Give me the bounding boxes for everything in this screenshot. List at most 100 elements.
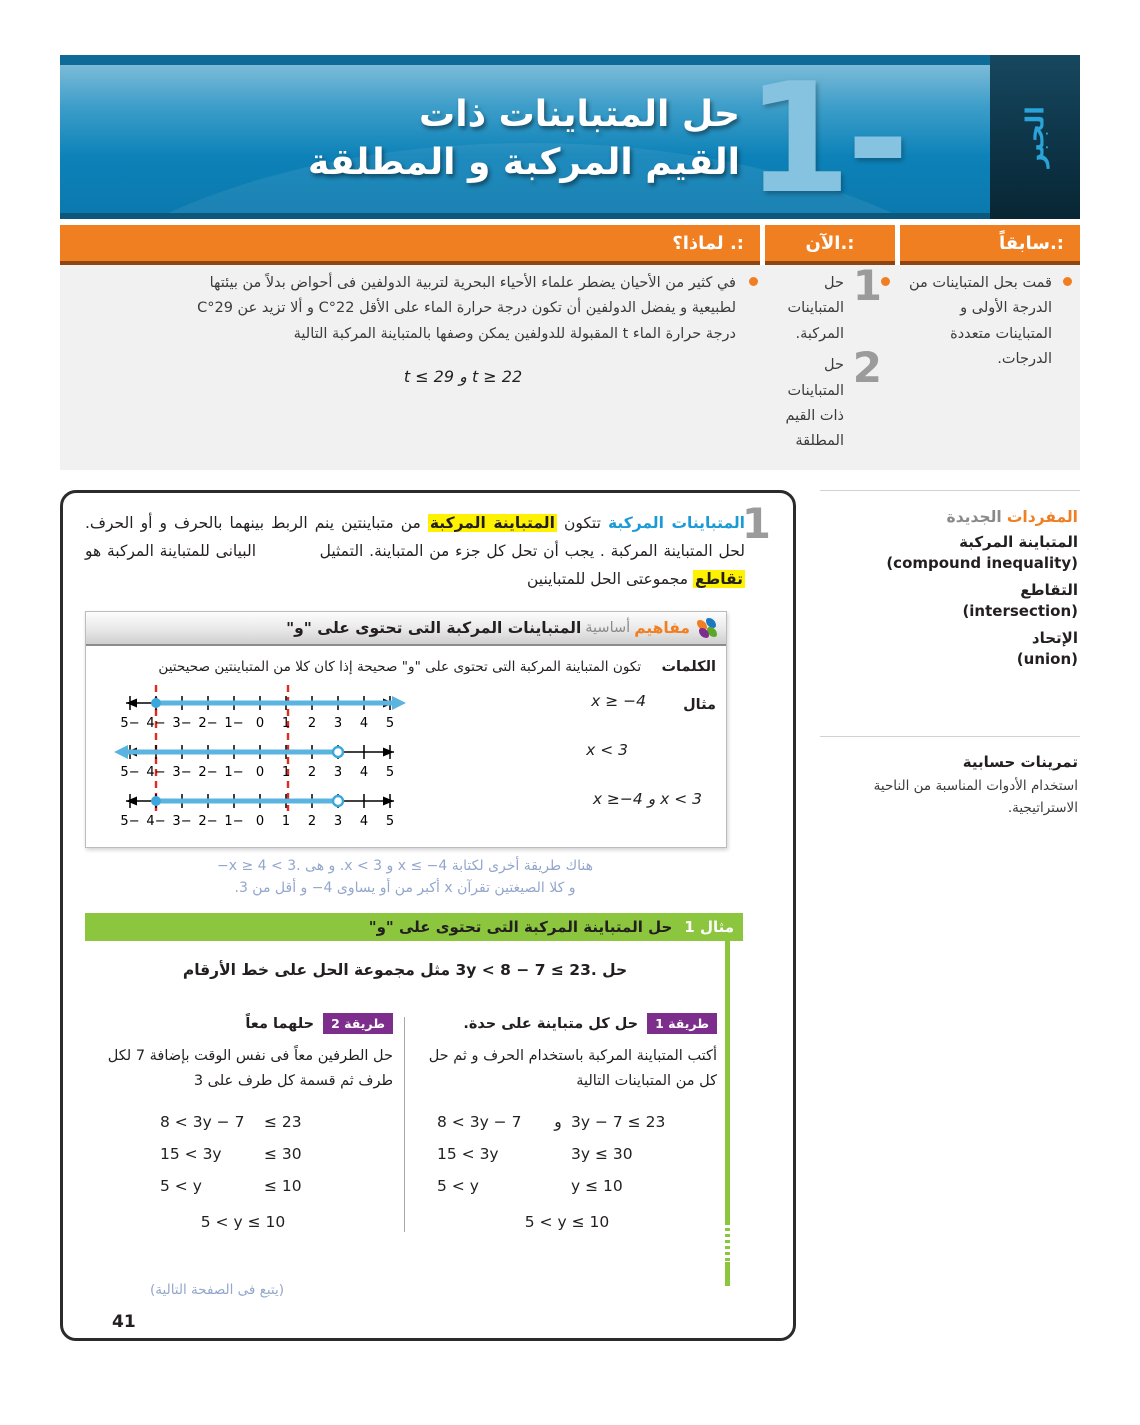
header-banner: 1-6 حل المتباينات ذات القيم المركبة و ال… [60,65,990,213]
m1-r3-right: y ≤ 10 [571,1176,623,1195]
vocab-term-2-ar: التقاطع [1020,581,1078,599]
m1-r2-join [545,1139,571,1171]
m1-r2-left: 15 < 3y [437,1145,499,1164]
method-2-text: حل الطرفين معاً فى نفس الوقت بإضافة 7 لك… [107,1048,393,1089]
bullet-previously [1063,277,1072,286]
sidebar-gap [820,670,1080,736]
svg-text:−2: −2 [198,765,217,780]
method-2-badge: طريقة 2 [323,1013,393,1034]
svg-text:3: 3 [334,765,342,780]
intro-text-d: البيانى للمتباينة المركبة هو [85,542,256,561]
subject-tab-label: الجبر [1020,106,1050,168]
sidebar-rule-top [820,490,1080,491]
column-now: 1 حل المتباينات المركبة. 2 حل المتباينات… [765,265,890,461]
lesson-number: 1-6 [745,65,910,213]
method-1: طريقة 1 حل كل متباينة على حدة. أكتب المت… [417,1013,717,1238]
method-1-row-3: 5 < y y ≤ 10 [417,1171,717,1203]
method-1-row-1: 8 < 3y − 7 و 3y − 7 ≤ 23 [417,1107,717,1139]
previously-text: قمت بحل المتباينات من الدرجة الأولى و ال… [908,275,1052,368]
objective-1-text: حل المتباينات المركبة. [787,275,844,342]
example-body: حل .23 ≥ 7 − 3y < 8 مثل مجموعة الحل على … [85,941,730,1286]
svg-text:4: 4 [360,814,368,829]
strip-separator-1 [895,225,900,261]
method-2-title: حلهما معاً [245,1015,315,1032]
strip-cell-now: :.الآن [765,225,895,265]
intro-keyword-blue: المتباينات المركبة [608,514,745,532]
svg-text:1: 1 [282,765,290,780]
strip-label-why: :. لماذا؟ [672,232,744,254]
method-2-header: طريقة 2 حلهما معاً [93,1013,393,1034]
tip-text: استخدام الأدوات المناسبة من الناحية الاس… [873,778,1078,817]
lesson-panel: 1 المتباينات المركبة تتكون المتباينة الم… [60,490,796,1341]
objective-1-number: 1 [852,261,882,310]
vocabulary-section: المفردات الجديدة المتباينة المركبة (comp… [820,491,1080,670]
intro-highlight-1: المتباينة المركبة [427,514,557,532]
intro-text-b: من متباينتين ينم الربط بينهما بالحرف و أ… [85,514,745,561]
lesson-header: 1-6 حل المتباينات ذات القيم المركبة و ال… [60,55,1080,225]
blue-note: هناك طريقة أخرى لكتابة 4− ≥ x و x < 3. و… [85,855,725,900]
m1-r1-right: 3y − 7 ≤ 23 [571,1113,666,1132]
m1-r2-right: 3y ≤ 30 [571,1145,633,1164]
vocab-term-1-ar: المتباينة المركبة [959,533,1078,551]
concepts-word-3: المتباينات المركبة التى تحتوى على "و" [286,619,582,637]
method-2-row-3: 5 < y ≤ 10 [93,1171,393,1203]
strip-cell-why: :. لماذا؟ [60,225,760,265]
header-bottom-rule [60,213,990,219]
why-equation: t ≤ 29 و t ≥ 22 [403,367,523,387]
svg-text:−2: −2 [198,814,217,829]
svg-text:0: 0 [256,716,264,731]
svg-text:−4: −4 [146,814,165,829]
m1-r1-left: 8 < 3y − 7 [437,1113,522,1132]
svg-text:−2: −2 [198,716,217,731]
svg-text:−1: −1 [224,765,243,780]
number-lines-group: −5 −4 −3 −2 −1 0 1 2 3 4 5 [96,683,716,833]
svg-text:−3: −3 [172,765,191,780]
intro-highlight-2: تقاطع [693,570,745,589]
bullet-now [881,277,890,286]
svg-text:3: 3 [334,716,342,731]
svg-text:5: 5 [386,716,394,731]
objectives-region: قمت بحل المتباينات من الدرجة الأولى و ال… [60,265,1080,470]
method-1-text: أكتب المتباينة المركبة باستخدام الحرف و … [428,1048,717,1089]
example-dotted-continuation [725,1222,730,1262]
key-concepts-header: مفاهيم أساسية المتباينات المركبة التى تح… [86,612,726,646]
intro-text-a: تتكون [563,514,601,532]
objective-1: 1 حل المتباينات المركبة. [765,265,890,347]
m2-r2-left: 15 < 3y [160,1145,222,1164]
lesson-title-line-2: القيم المركبة و المطلقة [307,141,740,183]
methods-region: طريقة 1 حل كل متباينة على حدة. أكتب المت… [93,1013,717,1243]
page-number: 41 [112,1312,136,1332]
concepts-example-row: مثال [86,683,726,833]
vocab-term-3-ar: الإتحاد [1031,629,1078,647]
objective-2-number: 2 [852,343,882,393]
pinwheel-icon [697,617,718,639]
bullet-why [749,277,758,286]
concepts-word-2: أساسية [585,620,631,636]
svg-text:5: 5 [386,814,394,829]
svg-text:−5: −5 [120,814,139,829]
method-1-badge: طريقة 1 [647,1013,717,1034]
vocab-term-2-en: (intersection) [962,602,1078,620]
example-prompt: حل .23 ≥ 7 − 3y < 8 مثل مجموعة الحل على … [182,961,628,979]
svg-text:3: 3 [334,814,342,829]
methods-divider [404,1017,405,1232]
vocab-heading-orange: المفردات [1006,508,1078,526]
svg-text:−3: −3 [172,814,191,829]
svg-text:4: 4 [360,765,368,780]
objective-2: 2 حل المتباينات ذات القيم المطلقة [765,347,890,455]
method-1-header: طريقة 1 حل كل متباينة على حدة. [417,1013,717,1034]
m2-r3-right: ≤ 10 [264,1176,302,1195]
inequality-label-1: x ≥ −4 [591,691,646,710]
svg-text:2: 2 [308,814,316,829]
words-label: الكلمات [661,659,716,675]
example-title: حل المتباينة المركبة التى تحتوى على "و" [368,918,673,936]
vocab-term-1-en: (compound inequality) [886,554,1078,572]
strip-label-previously: :.سابقاً [999,232,1064,254]
method-1-final: 5 < y ≤ 10 [524,1212,610,1231]
svg-text:2: 2 [308,765,316,780]
math-practice-tip: تمرينات حسابية استخدام الأدوات المناسبة … [820,737,1080,820]
sidebar: المفردات الجديدة المتباينة المركبة (comp… [820,490,1080,820]
number-line-diagrams: −5 −4 −3 −2 −1 0 1 2 3 4 5 [114,684,406,829]
svg-text:−1: −1 [224,716,243,731]
svg-text:0: 0 [256,814,264,829]
